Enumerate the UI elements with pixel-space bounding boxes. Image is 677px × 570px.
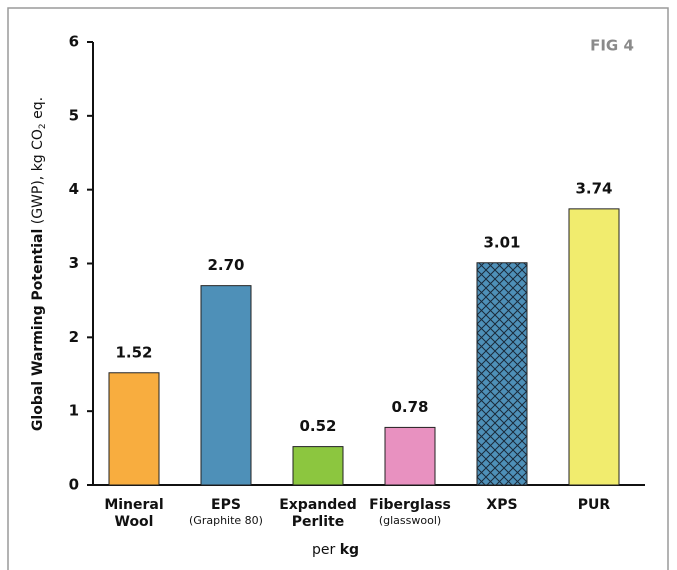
- x-label-bold: kg: [339, 542, 360, 558]
- y-tick-label: 5: [69, 106, 79, 124]
- frame: [7, 7, 669, 570]
- y-tick-label: 3: [69, 254, 79, 272]
- x-tick-label: EPS: [211, 497, 241, 513]
- x-tick-label: PUR: [577, 497, 611, 513]
- x-axis-label: per kg: [312, 542, 359, 558]
- value-label: 2.70: [207, 256, 244, 274]
- y-label-text: (GWP), kg CO: [30, 129, 46, 224]
- bar: [384, 426, 436, 486]
- x-label-text: per: [312, 542, 336, 558]
- x-tick-sublabel: (glasswool): [378, 514, 442, 527]
- bar: [292, 446, 344, 486]
- y-label-end: eq.: [30, 97, 46, 119]
- x-tick-label: Expanded Perlite: [279, 497, 357, 530]
- x-tick-sublabel: (Graphite 80): [189, 514, 263, 527]
- bar: [568, 208, 620, 486]
- y-tick-label: 0: [69, 476, 79, 494]
- bar: [108, 372, 160, 486]
- y-label-sub: 2: [38, 123, 48, 129]
- value-label: 1.52: [115, 343, 152, 361]
- x-tick-label: XPS: [486, 497, 518, 513]
- bar: [476, 262, 528, 486]
- value-label: 0.78: [391, 398, 428, 416]
- x-tick-label: Mineral Wool: [104, 497, 164, 530]
- value-label: 3.74: [575, 179, 612, 197]
- bar: [200, 285, 252, 486]
- x-tick-label: Fiberglass: [369, 497, 451, 513]
- fig-label: FIG 4: [590, 37, 634, 55]
- y-tick-label: 1: [69, 402, 79, 420]
- y-label-bold: Global Warming Potential: [30, 229, 46, 431]
- y-axis-label: Global Warming Potential (GWP), kg CO2 e…: [30, 97, 50, 431]
- y-tick-label: 4: [69, 180, 79, 198]
- y-tick-label: 6: [69, 33, 79, 51]
- value-label: 0.52: [299, 417, 336, 435]
- y-tick-label: 2: [69, 328, 79, 346]
- value-label: 3.01: [483, 233, 520, 251]
